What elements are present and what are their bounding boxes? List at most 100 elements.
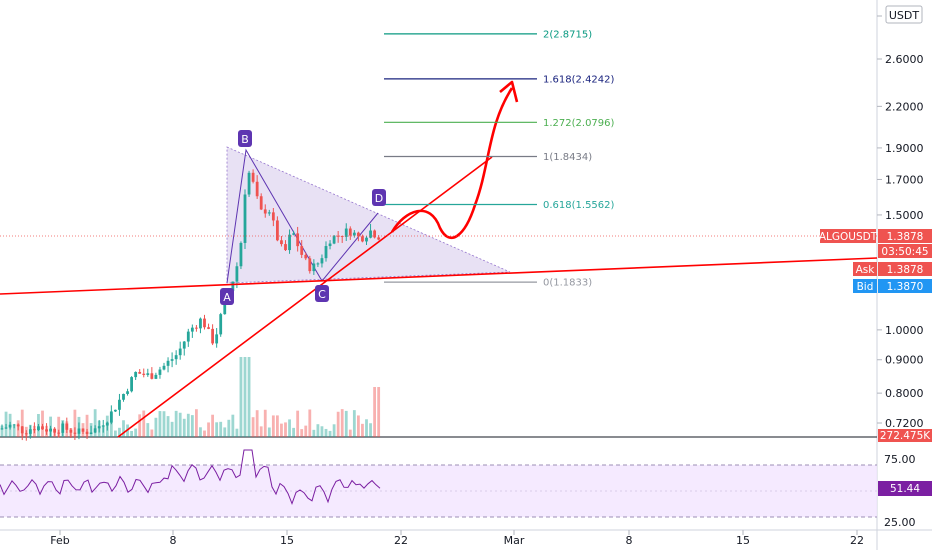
candle-body bbox=[259, 196, 263, 210]
volume-bar bbox=[203, 430, 206, 437]
candle-body bbox=[255, 181, 259, 197]
symbol-tag-text: ALGOUSDT bbox=[819, 231, 878, 243]
candle-body bbox=[142, 373, 146, 375]
rsi-pane[interactable] bbox=[0, 449, 877, 518]
candle-body bbox=[267, 212, 271, 214]
rsi-value-tag bbox=[878, 481, 932, 496]
time-tick-label: 15 bbox=[280, 534, 294, 547]
candle-body bbox=[166, 360, 170, 366]
candle-body bbox=[361, 236, 364, 242]
volume-bar bbox=[20, 409, 24, 437]
candle-body bbox=[130, 377, 133, 392]
volume-bar bbox=[170, 421, 174, 437]
candle-body bbox=[97, 426, 101, 429]
rsi-upper-label: 75.00 bbox=[884, 453, 916, 466]
fib-extension[interactable]: 0(1.1833) 0.618(1.5562) 1(1.8434) 1.272(2.0… bbox=[384, 29, 615, 289]
volume-bar bbox=[186, 413, 190, 437]
candle-body bbox=[369, 230, 372, 238]
candle-body bbox=[312, 263, 316, 272]
candle-body bbox=[85, 431, 89, 435]
trend-lines[interactable] bbox=[0, 80, 878, 438]
candle-body bbox=[154, 374, 158, 379]
volume-bar bbox=[352, 410, 356, 437]
candle-body bbox=[304, 254, 308, 259]
candle-body bbox=[365, 237, 368, 242]
candle-body bbox=[73, 432, 77, 434]
currency-badge[interactable]: USDT bbox=[885, 5, 923, 24]
volume-bar bbox=[243, 357, 247, 437]
volume-bar bbox=[93, 409, 97, 437]
candle-body bbox=[65, 423, 69, 430]
volume-bar bbox=[174, 410, 178, 437]
candle-body bbox=[0, 428, 4, 430]
candle-body bbox=[41, 426, 44, 430]
bid-value-tag bbox=[878, 279, 932, 293]
volume-bar bbox=[134, 428, 138, 437]
price-tick-label: 1.9000 bbox=[885, 142, 924, 155]
candle-body bbox=[134, 371, 138, 378]
point-badge-label: B bbox=[241, 133, 249, 146]
ask-label-text: Ask bbox=[856, 264, 876, 276]
candle-body bbox=[199, 318, 202, 329]
volume-bar bbox=[336, 411, 340, 437]
candle-body bbox=[49, 428, 52, 432]
candle-body bbox=[377, 237, 381, 240]
candle-body bbox=[340, 235, 344, 237]
volume-bar bbox=[369, 423, 372, 437]
candle-body bbox=[280, 240, 283, 245]
candle-body bbox=[33, 429, 36, 431]
fib-level-label: 0.618(1.5562) bbox=[543, 200, 615, 211]
volume-bar bbox=[284, 422, 287, 437]
support-trendline[interactable] bbox=[0, 257, 878, 295]
price-pane[interactable] bbox=[0, 0, 877, 437]
candle-body bbox=[328, 243, 332, 247]
candle-body bbox=[348, 228, 352, 236]
candle-body bbox=[320, 258, 324, 264]
rising-trendline[interactable] bbox=[117, 156, 493, 438]
candle-body bbox=[69, 429, 73, 433]
volume-bar bbox=[73, 409, 77, 437]
volume-bar bbox=[304, 425, 308, 437]
candle-body bbox=[170, 359, 174, 361]
fib-level-label: 0(1.1833) bbox=[543, 278, 592, 289]
candle-body bbox=[16, 424, 20, 427]
candle-body bbox=[186, 331, 190, 342]
candle-body bbox=[12, 424, 16, 426]
point-badge bbox=[372, 189, 386, 206]
ask-value-text: 1.3878 bbox=[887, 264, 924, 276]
volume-bar bbox=[280, 423, 283, 437]
candle-body bbox=[219, 314, 223, 335]
price-tick-label: 0.9000 bbox=[885, 354, 924, 367]
volume-bar bbox=[324, 428, 328, 437]
time-tick-label: 8 bbox=[170, 534, 177, 547]
fib-level-label: 2(2.8715) bbox=[543, 29, 592, 40]
price-tick-label: 2.6000 bbox=[885, 53, 924, 66]
volume-bar bbox=[251, 417, 255, 437]
price-tick-label: 1.7000 bbox=[885, 173, 924, 186]
time-tick-label: 22 bbox=[850, 534, 864, 547]
candle-body bbox=[28, 429, 32, 434]
candle-body bbox=[53, 428, 57, 433]
rsi-value-text: 51.44 bbox=[890, 483, 920, 495]
volume-bar bbox=[190, 415, 194, 437]
candle-body bbox=[45, 429, 48, 432]
price-tick-label: 0.8000 bbox=[885, 387, 924, 400]
candle-body bbox=[300, 246, 304, 255]
projection-path[interactable] bbox=[390, 87, 514, 240]
fib-level-label: 1(1.8434) bbox=[543, 152, 592, 163]
volume-bar bbox=[215, 422, 219, 437]
volume-bar bbox=[0, 425, 4, 437]
candle-body bbox=[231, 281, 235, 291]
point-badge bbox=[315, 285, 329, 302]
rsi-lower-label: 25.00 bbox=[884, 516, 916, 529]
volume-bar bbox=[166, 416, 170, 437]
price-tick-label: 2.2000 bbox=[885, 100, 924, 113]
time-axis[interactable]: Feb 8 15 22 Mar 8 15 22 bbox=[50, 530, 864, 547]
fib-level-label: 1.272(2.0796) bbox=[543, 118, 615, 129]
volume-bar bbox=[300, 429, 304, 437]
volume-bar bbox=[316, 424, 320, 437]
candle-body bbox=[235, 266, 239, 282]
time-tick-label: 8 bbox=[626, 534, 633, 547]
price-axis[interactable]: 32.60002.20001.90001.70001.50001.00000.9… bbox=[877, 10, 924, 430]
